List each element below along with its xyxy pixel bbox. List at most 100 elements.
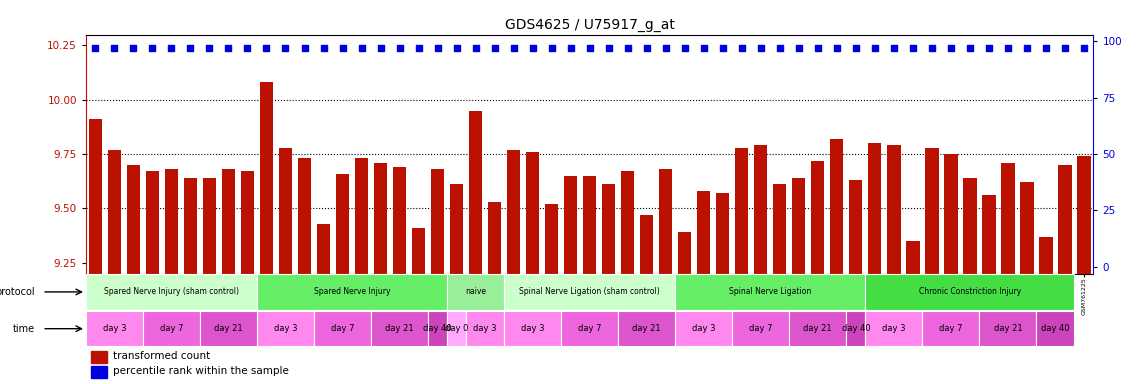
Bar xyxy=(256,274,447,310)
Bar xyxy=(260,82,274,273)
Bar xyxy=(507,150,520,273)
Point xyxy=(828,45,846,51)
Text: day 40: day 40 xyxy=(842,324,870,333)
Bar xyxy=(314,311,371,346)
Bar xyxy=(469,111,482,273)
Text: protocol: protocol xyxy=(0,287,34,297)
Bar xyxy=(488,202,502,273)
Text: day 21: day 21 xyxy=(385,324,413,333)
Text: Chronic Constriction Injury: Chronic Constriction Injury xyxy=(918,287,1021,296)
Point xyxy=(371,45,389,51)
Bar xyxy=(317,223,330,273)
Bar xyxy=(371,311,428,346)
Bar xyxy=(200,311,256,346)
Bar xyxy=(86,274,256,310)
Bar xyxy=(846,311,866,346)
Bar xyxy=(1040,237,1052,273)
Text: day 3: day 3 xyxy=(473,324,497,333)
Point xyxy=(903,45,922,51)
Point xyxy=(466,45,484,51)
Text: day 0: day 0 xyxy=(445,324,468,333)
Bar xyxy=(850,180,862,273)
Bar xyxy=(279,147,292,273)
Bar xyxy=(203,178,216,273)
Point xyxy=(846,45,864,51)
Point xyxy=(390,45,409,51)
Bar xyxy=(431,169,444,273)
Bar xyxy=(466,311,504,346)
Bar xyxy=(90,366,106,377)
Bar xyxy=(145,171,159,273)
Point xyxy=(181,45,199,51)
Bar xyxy=(866,274,1074,310)
Point xyxy=(618,45,637,51)
Bar xyxy=(866,311,923,346)
Point xyxy=(1056,45,1074,51)
Bar xyxy=(923,311,979,346)
Bar xyxy=(165,169,179,273)
Text: day 3: day 3 xyxy=(521,324,544,333)
Text: day 21: day 21 xyxy=(994,324,1022,333)
Bar xyxy=(660,169,672,273)
Point xyxy=(353,45,371,51)
Bar xyxy=(789,311,846,346)
Bar xyxy=(335,174,349,273)
Title: GDS4625 / U75917_g_at: GDS4625 / U75917_g_at xyxy=(505,18,674,32)
Point xyxy=(163,45,181,51)
Bar xyxy=(733,311,789,346)
Point xyxy=(733,45,751,51)
Point xyxy=(315,45,333,51)
Bar xyxy=(979,311,1036,346)
Point xyxy=(600,45,618,51)
Bar xyxy=(86,311,143,346)
Point xyxy=(998,45,1017,51)
Text: day 3: day 3 xyxy=(274,324,298,333)
Point xyxy=(276,45,294,51)
Point xyxy=(505,45,523,51)
Bar xyxy=(678,232,692,273)
Bar xyxy=(755,146,767,273)
Text: transformed count: transformed count xyxy=(113,351,211,361)
Bar xyxy=(602,184,615,273)
Point xyxy=(448,45,466,51)
Point xyxy=(143,45,161,51)
Bar xyxy=(1001,163,1014,273)
Bar xyxy=(621,171,634,273)
Bar xyxy=(676,311,733,346)
Point xyxy=(295,45,314,51)
Bar xyxy=(868,143,882,273)
Bar xyxy=(735,147,749,273)
Bar xyxy=(906,241,919,273)
Text: naive: naive xyxy=(465,287,487,296)
Bar xyxy=(716,193,729,273)
Bar xyxy=(1058,165,1072,273)
Bar xyxy=(447,274,504,310)
Bar xyxy=(90,351,106,363)
Bar xyxy=(256,311,314,346)
Bar xyxy=(963,178,977,273)
Point xyxy=(866,45,884,51)
Bar xyxy=(504,274,676,310)
Text: Spared Nerve Injury (sham control): Spared Nerve Injury (sham control) xyxy=(104,287,239,296)
Point xyxy=(410,45,428,51)
Text: day 7: day 7 xyxy=(939,324,963,333)
Bar xyxy=(447,311,466,346)
Bar xyxy=(240,171,254,273)
Bar xyxy=(374,163,387,273)
Point xyxy=(885,45,903,51)
Bar xyxy=(88,119,102,273)
Point xyxy=(200,45,219,51)
Bar xyxy=(561,311,618,346)
Bar xyxy=(773,184,787,273)
Bar xyxy=(887,146,900,273)
Text: day 21: day 21 xyxy=(804,324,832,333)
Bar xyxy=(982,195,995,273)
Text: Spared Nerve Injury: Spared Nerve Injury xyxy=(314,287,390,296)
Point xyxy=(676,45,694,51)
Text: day 40: day 40 xyxy=(1041,324,1069,333)
Bar xyxy=(697,191,710,273)
Point xyxy=(428,45,447,51)
Bar xyxy=(393,167,406,273)
Text: day 3: day 3 xyxy=(692,324,716,333)
Point xyxy=(333,45,352,51)
